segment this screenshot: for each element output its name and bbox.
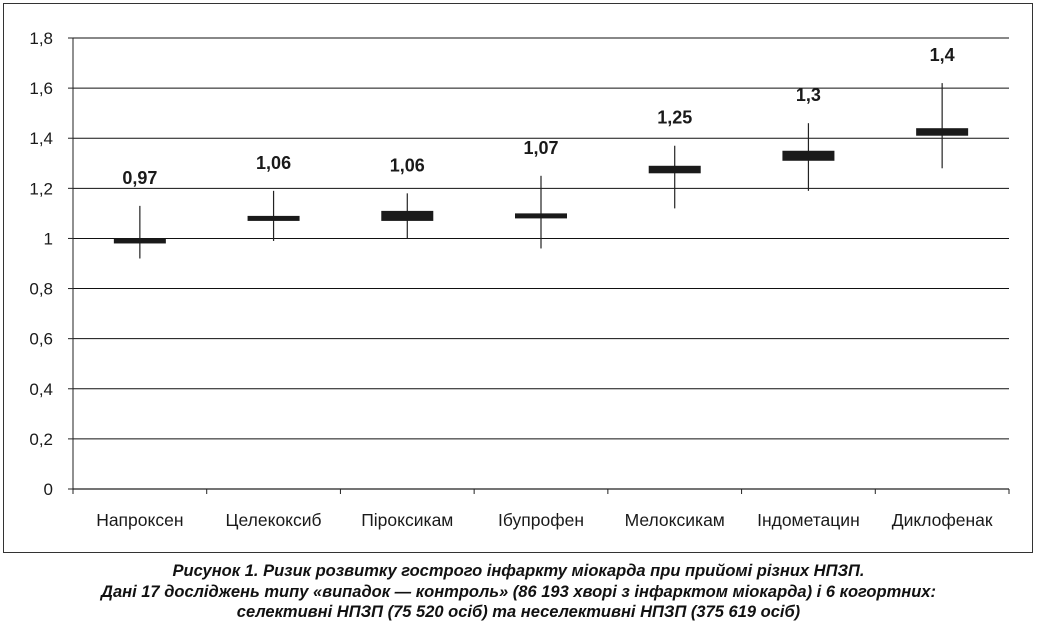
figure-caption-label: Рисунок 1. xyxy=(172,562,259,580)
value-label-4: 1,25 xyxy=(657,108,692,128)
y-tick-label-1: 0,2 xyxy=(29,430,53,449)
box-2 xyxy=(381,210,434,221)
figure-caption-line-1: Рисунок 1. Ризик розвитку гострого інфар… xyxy=(0,562,1037,581)
x-tick-label-0: Напроксен xyxy=(96,510,183,530)
x-tick-label-4: Мелоксикам xyxy=(625,510,725,530)
value-label-5: 1,3 xyxy=(796,85,821,105)
x-tick-label-3: Ібупрофен xyxy=(498,510,584,530)
box-6 xyxy=(916,128,969,136)
chart-plot: 0 0,2 0,4 0,6 0,8 1 1,2 1,4 1,6 1,8 0,97 Напроксен 1… xyxy=(29,29,1010,530)
box-0 xyxy=(113,238,166,244)
y-tick-label-4: 0,8 xyxy=(29,280,53,299)
chart-frame xyxy=(3,3,1033,553)
value-label-0: 0,97 xyxy=(122,168,157,188)
y-tick-label-6: 1,2 xyxy=(29,179,53,198)
y-tick-label-8: 1,6 xyxy=(29,79,53,98)
value-label-2: 1,06 xyxy=(390,155,425,175)
figure-caption-title: Ризик розвитку гострого інфаркту міокард… xyxy=(263,562,865,580)
x-tick-label-5: Індометацин xyxy=(757,510,860,530)
figure-caption-line-3: селективні НПЗП (75 520 осіб) та неселек… xyxy=(236,603,801,621)
box-5 xyxy=(782,150,835,161)
y-tick-label-2: 0,4 xyxy=(29,380,53,399)
y-tick-label-5: 1 xyxy=(44,229,53,248)
x-tick-label-2: Піроксикам xyxy=(361,510,453,530)
y-tick-label-7: 1,4 xyxy=(29,129,53,148)
box-1 xyxy=(247,215,300,221)
box-3 xyxy=(515,213,567,219)
value-label-3: 1,07 xyxy=(523,138,558,158)
value-label-1: 1,06 xyxy=(256,153,291,173)
value-label-6: 1,4 xyxy=(930,45,955,65)
box-4 xyxy=(648,165,701,174)
y-tick-label-3: 0,6 xyxy=(29,330,53,349)
figure-caption-line-2: Дані 17 досліджень типу «випадок — контр… xyxy=(101,583,936,601)
y-tick-label-0: 0 xyxy=(44,480,53,499)
x-tick-label-6: Диклофенак xyxy=(892,510,993,530)
y-tick-label-9: 1,8 xyxy=(29,29,53,48)
x-tick-label-1: Целекоксиб xyxy=(226,510,322,530)
